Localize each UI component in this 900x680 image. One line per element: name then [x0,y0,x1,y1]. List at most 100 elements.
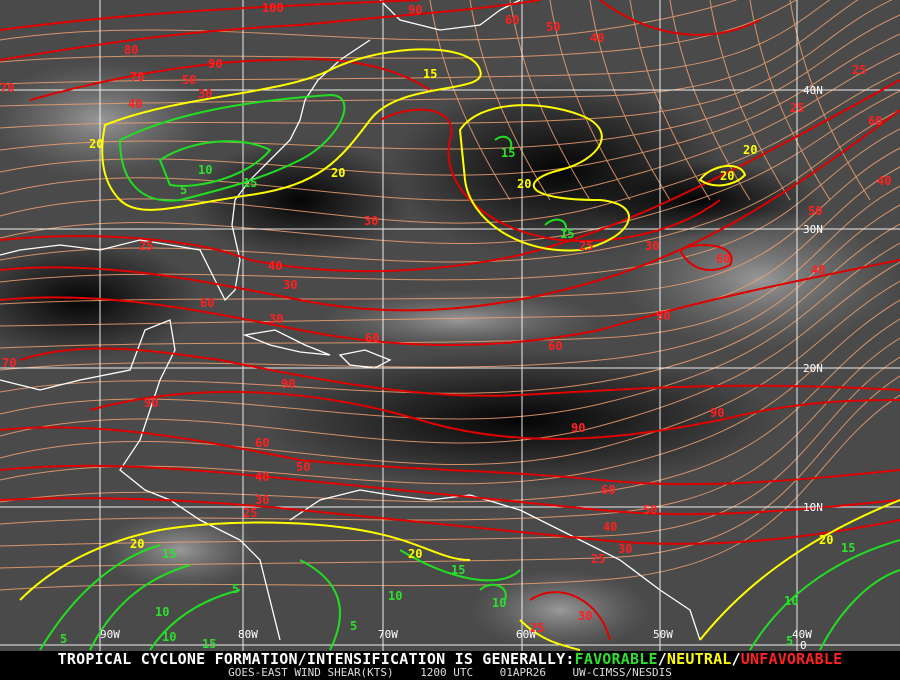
contour-label-red: 30 [645,239,659,253]
legend-neutral: NEUTRAL [666,650,732,668]
streamline [589,0,671,201]
contour-label-red: 100 [262,1,284,15]
lon-label-50w: 50W [653,628,673,641]
lat-label-40n: 40N [803,84,823,97]
contours-favorable [39,93,900,651]
streamline [0,0,738,41]
contour-label-green: 5 [350,619,357,633]
contour-label-red: 90 [656,309,670,323]
lon-label-40w: 40W [792,628,812,641]
contour-label-green: 15 [162,547,176,561]
streamline [549,0,631,201]
contour-label-green: 10 [162,630,176,644]
contour-label-yellow: 20 [89,137,103,151]
contour-label-red: 25 [530,621,544,635]
contours-neutral [19,48,900,651]
contour-label-red: 70 [0,81,14,95]
contour-label-green: 5 [180,183,187,197]
contour-label-yellow: 20 [517,177,531,191]
contour-label-red: 60 [868,114,882,128]
lon-label-80w: 80W [238,628,258,641]
streamline [0,394,900,591]
contour-label-red: 30 [198,87,212,101]
contour-label-red: 25 [591,552,605,566]
contour-label-yellow: 15 [423,67,437,81]
contour-label-red: 60 [601,483,615,497]
streamline [0,71,900,224]
streamline [0,223,900,394]
contour-label-red: 60 [365,331,379,345]
legend-prefix: TROPICAL CYCLONE FORMATION/INTENSIFICATI… [57,650,575,668]
contour-label-red: 25 [852,63,866,77]
contour-label-red: 90 [144,396,158,410]
contour-label-red: 25 [139,239,153,253]
legend-separator: / [657,650,667,668]
contour-label-red: 50 [808,204,822,218]
contour-label-red: 40 [811,263,825,277]
legend-footer: TROPICAL CYCLONE FORMATION/INTENSIFICATI… [0,651,900,680]
contour-label-red: 50 [182,73,196,87]
contour-label-red: 90 [710,406,724,420]
contour-label-red: 30 [255,493,269,507]
streamline [0,261,900,444]
contour-label-red: 25 [243,506,257,520]
contour-label-green: 10 [155,605,169,619]
streamline [0,318,900,503]
streamline [0,0,859,107]
contour-label-green: 15 [560,227,574,241]
contour-label-red: 50 [546,20,560,34]
source-credit: UW-CIMSS/NESDIS [572,666,672,679]
lat-label-20n: 20N [803,362,823,375]
contour-label-red: 60 [548,339,562,353]
contour-label-red: 30 [283,278,297,292]
contour-label-green: 10 [198,163,212,177]
contour-label-red: 70 [130,70,144,84]
contour-label-red: 90 [408,3,422,17]
streamline [0,33,900,176]
legend-favorable: FAVORABLE [574,650,658,668]
streamline [0,0,831,85]
contour-label-red: 25 [579,239,593,253]
lon-label-60w: 60W [516,628,536,641]
coastline-us-east [0,39,371,302]
streamline [0,90,900,244]
streamline [509,0,591,201]
lon-label-70w: 70W [378,628,398,641]
valid-time: 1200 UTC [420,666,474,679]
contour-label-red: 90 [281,377,295,391]
contour-label-green: 5 [786,634,793,648]
lat-label-30n: 30N [803,223,823,236]
streamline [429,0,511,201]
streamline [0,242,900,420]
contour-label-green: 15 [501,146,515,160]
streamline [469,0,551,201]
streamline [0,109,900,263]
streamline [0,14,900,151]
contour-label-red: 30 [364,214,378,228]
streamline [629,0,711,201]
streamline [0,128,900,283]
contour-label-red: 60 [200,296,214,310]
contour-label-yellow: 20 [819,533,833,547]
favorability-legend: TROPICAL CYCLONE FORMATION/INTENSIFICATI… [0,651,900,667]
contour-label-red: 60 [255,436,269,450]
contour-label-green: 10 [388,589,402,603]
contour-label-red: 40 [128,97,142,111]
contour-label-red: 70 [2,356,16,370]
contour-label-green: 15 [841,541,855,555]
contour-label-red: 60 [505,13,519,27]
streamline [0,0,893,129]
contour-label-red: 90 [571,421,585,435]
lat-label-10n: 10N [803,501,823,514]
contour-label-red: 60 [716,252,730,266]
contour-label-red: 50 [296,460,310,474]
contour-label-green: 15 [202,637,216,651]
streamline [0,337,900,525]
streamline [709,0,791,201]
contour-label-yellow: 20 [130,537,144,551]
grid-labels: 40N 30N 20N 10N 0 90W 80W 70W 60W 50W 40… [100,84,823,651]
contour-label-green: 15 [243,176,257,190]
coastline-cuba [242,329,331,356]
